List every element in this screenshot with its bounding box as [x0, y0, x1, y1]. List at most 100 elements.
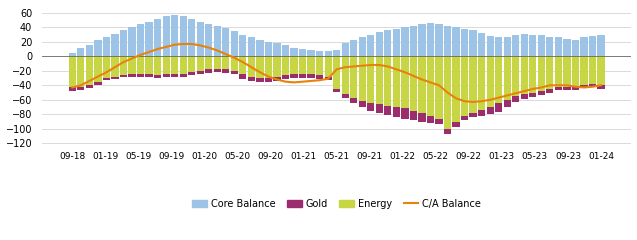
Bar: [435, 56, 443, 119]
Bar: [240, 74, 247, 79]
Bar: [103, 37, 110, 56]
Bar: [137, 74, 144, 77]
Bar: [589, 84, 596, 87]
Bar: [547, 37, 554, 56]
Bar: [188, 72, 196, 75]
Bar: [393, 107, 400, 117]
Bar: [154, 19, 161, 56]
Bar: [171, 15, 178, 56]
Bar: [410, 56, 417, 111]
Bar: [461, 116, 468, 120]
Bar: [504, 56, 511, 100]
Bar: [86, 85, 93, 88]
Bar: [495, 56, 503, 103]
Bar: [520, 94, 528, 99]
Bar: [248, 37, 255, 56]
Bar: [367, 103, 375, 111]
Bar: [290, 48, 297, 56]
Bar: [452, 56, 460, 121]
Bar: [495, 103, 503, 112]
Bar: [77, 48, 85, 56]
Bar: [538, 56, 545, 91]
Bar: [598, 35, 605, 56]
Bar: [547, 56, 554, 89]
Bar: [555, 56, 562, 87]
Bar: [359, 37, 366, 56]
Bar: [563, 39, 571, 56]
Bar: [222, 28, 229, 56]
Bar: [265, 56, 272, 78]
Bar: [341, 43, 349, 56]
Bar: [350, 56, 357, 98]
Bar: [94, 40, 101, 56]
Bar: [180, 16, 187, 56]
Bar: [299, 56, 306, 74]
Bar: [324, 51, 332, 56]
Bar: [555, 87, 562, 90]
Bar: [495, 37, 503, 56]
Bar: [308, 56, 315, 74]
Bar: [520, 34, 528, 56]
Bar: [273, 77, 281, 81]
Bar: [265, 42, 272, 56]
Bar: [341, 94, 349, 98]
Bar: [265, 78, 272, 82]
Bar: [598, 56, 605, 85]
Bar: [487, 36, 494, 56]
Bar: [461, 29, 468, 56]
Bar: [324, 56, 332, 77]
Bar: [94, 82, 101, 84]
Bar: [419, 113, 426, 121]
Bar: [273, 56, 281, 77]
Bar: [240, 56, 247, 74]
Bar: [487, 107, 494, 114]
Bar: [444, 129, 451, 134]
Bar: [367, 56, 375, 103]
Bar: [256, 40, 264, 56]
Bar: [248, 77, 255, 81]
Bar: [444, 56, 451, 129]
Bar: [213, 56, 221, 69]
Bar: [231, 71, 238, 74]
Bar: [572, 87, 579, 90]
Bar: [299, 74, 306, 78]
Bar: [520, 56, 528, 94]
Bar: [452, 121, 460, 127]
Bar: [555, 37, 562, 56]
Bar: [145, 56, 153, 74]
Bar: [282, 45, 289, 56]
Bar: [478, 33, 485, 56]
Bar: [282, 75, 289, 79]
Bar: [427, 23, 434, 56]
Bar: [435, 24, 443, 56]
Bar: [137, 24, 144, 56]
Bar: [316, 75, 323, 79]
Bar: [308, 50, 315, 56]
Bar: [188, 19, 196, 56]
Bar: [256, 78, 264, 82]
Bar: [77, 56, 85, 87]
Bar: [469, 30, 476, 56]
Bar: [512, 96, 519, 102]
Bar: [427, 56, 434, 116]
Bar: [240, 35, 247, 56]
Bar: [86, 56, 93, 85]
Bar: [180, 56, 187, 74]
Bar: [154, 75, 161, 78]
Bar: [333, 56, 340, 89]
Bar: [111, 34, 118, 56]
Bar: [162, 74, 169, 77]
Bar: [129, 56, 136, 74]
Bar: [384, 106, 392, 115]
Bar: [547, 89, 554, 93]
Bar: [205, 56, 212, 69]
Bar: [478, 56, 485, 110]
Bar: [393, 29, 400, 56]
Bar: [290, 56, 297, 74]
Bar: [393, 56, 400, 107]
Bar: [589, 56, 596, 84]
Bar: [580, 56, 587, 85]
Bar: [145, 22, 153, 56]
Bar: [504, 37, 511, 56]
Bar: [162, 56, 169, 74]
